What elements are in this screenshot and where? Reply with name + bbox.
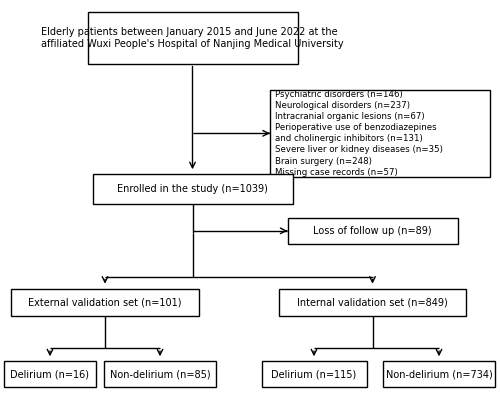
Text: External validation set (n=101): External validation set (n=101) xyxy=(28,297,182,308)
FancyBboxPatch shape xyxy=(92,174,292,204)
Text: Psychiatric disorders (n=146)
Neurological disorders (n=237)
Intracranial organi: Psychiatric disorders (n=146) Neurologic… xyxy=(275,90,443,177)
FancyBboxPatch shape xyxy=(270,90,490,177)
FancyBboxPatch shape xyxy=(11,289,198,316)
Text: Delirium (n=115): Delirium (n=115) xyxy=(272,369,356,379)
FancyBboxPatch shape xyxy=(288,218,458,244)
Text: Elderly patients between January 2015 and June 2022 at the
affiliated Wuxi Peopl: Elderly patients between January 2015 an… xyxy=(41,27,344,49)
Text: Delirium (n=16): Delirium (n=16) xyxy=(10,369,90,379)
FancyBboxPatch shape xyxy=(88,12,298,64)
Text: Non-delirium (n=85): Non-delirium (n=85) xyxy=(110,369,210,379)
FancyBboxPatch shape xyxy=(104,361,216,387)
FancyBboxPatch shape xyxy=(4,361,96,387)
FancyBboxPatch shape xyxy=(383,361,495,387)
FancyBboxPatch shape xyxy=(262,361,366,387)
FancyBboxPatch shape xyxy=(279,289,466,316)
Text: Internal validation set (n=849): Internal validation set (n=849) xyxy=(297,297,448,308)
Text: Loss of follow up (n=89): Loss of follow up (n=89) xyxy=(313,226,432,236)
Text: Non-delirium (n=734): Non-delirium (n=734) xyxy=(386,369,492,379)
Text: Enrolled in the study (n=1039): Enrolled in the study (n=1039) xyxy=(117,184,268,194)
